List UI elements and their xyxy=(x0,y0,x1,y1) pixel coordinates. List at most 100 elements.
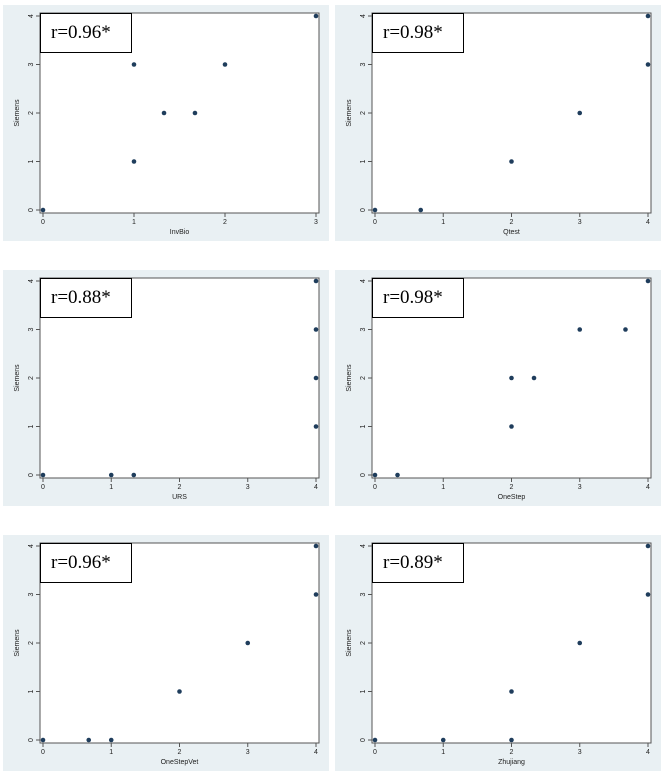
x-tick-label: 0 xyxy=(41,219,45,226)
y-axis-label: Siemens xyxy=(346,99,353,127)
data-point xyxy=(131,159,137,164)
x-tick-label: 1 xyxy=(441,484,445,491)
data-point xyxy=(440,737,446,743)
x-tick-label: 3 xyxy=(246,484,250,491)
x-axis-label: OneStepVet xyxy=(161,759,199,766)
data-point xyxy=(509,689,514,694)
x-tick-label: 0 xyxy=(373,484,377,491)
data-point xyxy=(192,110,198,116)
x-tick-label: 2 xyxy=(510,749,514,756)
x-tick-label: 2 xyxy=(178,749,182,756)
y-tick-label: 2 xyxy=(360,111,367,115)
x-tick-label: 0 xyxy=(41,749,45,756)
scatter-panel-3: 0 1 2 3 4 0 1 2 3 4 URS Siemens r=0.88* xyxy=(3,270,329,506)
x-tick-label: 2 xyxy=(510,219,514,226)
y-tick-label: 3 xyxy=(28,592,35,596)
y-tick-label: 2 xyxy=(28,376,35,380)
y-tick-label: 3 xyxy=(28,327,35,331)
correlation-annotation: r=0.88* xyxy=(40,278,132,318)
y-tick-label: 3 xyxy=(360,62,367,66)
y-tick-label: 1 xyxy=(360,159,367,163)
scatter-panel-4: 0 1 2 3 4 0 1 2 3 4 OneStep Siemens r=0.98* xyxy=(335,270,661,506)
data-point xyxy=(313,278,319,284)
data-point xyxy=(131,62,137,67)
x-axis-label: URS xyxy=(172,494,187,501)
data-point xyxy=(372,472,378,478)
x-tick-label: 4 xyxy=(314,749,318,756)
data-point xyxy=(313,592,319,597)
data-point xyxy=(177,689,182,694)
correlation-annotation: r=0.96* xyxy=(40,13,132,53)
y-axis-label: Siemens xyxy=(14,629,21,657)
data-point xyxy=(531,375,537,381)
x-tick-label: 4 xyxy=(646,219,650,226)
x-tick-label: 2 xyxy=(223,219,227,226)
y-tick-label: 2 xyxy=(360,376,367,380)
data-point xyxy=(645,543,651,549)
data-point xyxy=(40,737,46,743)
x-tick-label: 2 xyxy=(510,484,514,491)
data-point xyxy=(86,737,92,743)
y-tick-label: 1 xyxy=(28,689,35,693)
data-point xyxy=(645,62,651,67)
y-tick-label: 3 xyxy=(28,62,35,66)
y-tick-label: 1 xyxy=(360,689,367,693)
scatter-panel-2: 0 1 2 3 4 0 1 2 3 4 Qtest Siemens r=0.98* xyxy=(335,5,661,241)
data-point xyxy=(108,472,114,478)
data-point xyxy=(131,472,137,478)
y-tick-label: 4 xyxy=(360,14,367,18)
y-tick-label: 3 xyxy=(360,327,367,331)
y-tick-label: 4 xyxy=(360,279,367,283)
data-point xyxy=(313,13,319,19)
x-tick-label: 3 xyxy=(578,484,582,491)
y-tick-label: 0 xyxy=(28,738,35,742)
y-tick-label: 0 xyxy=(360,738,367,742)
data-point xyxy=(372,737,378,743)
y-tick-label: 2 xyxy=(28,641,35,645)
x-tick-label: 1 xyxy=(132,219,136,226)
data-point xyxy=(577,640,583,646)
y-tick-label: 0 xyxy=(360,208,367,212)
y-tick-label: 4 xyxy=(360,544,367,548)
data-point xyxy=(161,110,167,116)
data-point xyxy=(623,327,628,332)
y-tick-label: 3 xyxy=(360,592,367,596)
data-point xyxy=(222,62,228,67)
x-tick-label: 3 xyxy=(314,219,318,226)
data-point xyxy=(313,375,319,381)
data-point xyxy=(40,472,46,478)
x-tick-label: 3 xyxy=(578,749,582,756)
y-axis-label: Siemens xyxy=(346,364,353,392)
data-point xyxy=(509,159,514,164)
y-tick-label: 0 xyxy=(28,473,35,477)
x-tick-label: 4 xyxy=(314,484,318,491)
x-tick-label: 2 xyxy=(178,484,182,491)
x-tick-label: 4 xyxy=(646,484,650,491)
data-point xyxy=(645,592,651,597)
y-tick-label: 2 xyxy=(360,641,367,645)
y-axis-label: Siemens xyxy=(14,99,21,127)
x-tick-label: 0 xyxy=(41,484,45,491)
scatter-plot-svg: 0 1 2 3 4 0 1 2 3 4 OneStepVet Siemens xyxy=(14,542,320,766)
scatter-panel-1: 0 1 2 3 4 0 1 2 3 InvBio Siemens r=0.96* xyxy=(3,5,329,241)
y-tick-label: 4 xyxy=(28,279,35,283)
data-point xyxy=(245,640,251,646)
data-point xyxy=(577,110,583,116)
data-point xyxy=(108,737,114,743)
x-tick-label: 3 xyxy=(246,749,250,756)
data-point xyxy=(509,375,514,381)
x-tick-label: 1 xyxy=(441,749,445,756)
y-axis-label: Siemens xyxy=(14,364,21,392)
y-axis-label: Siemens xyxy=(346,629,353,657)
data-point xyxy=(40,207,46,213)
correlation-annotation: r=0.96* xyxy=(40,543,132,583)
y-tick-label: 1 xyxy=(28,159,35,163)
correlation-annotation: r=0.98* xyxy=(372,13,464,53)
data-point xyxy=(509,737,514,743)
data-point xyxy=(577,327,583,332)
scatter-panel-5: 0 1 2 3 4 0 1 2 3 4 OneStepVet Siemens r=0.96* xyxy=(3,535,329,771)
data-point xyxy=(313,327,319,332)
y-tick-label: 1 xyxy=(28,424,35,428)
y-tick-label: 0 xyxy=(360,473,367,477)
x-tick-label: 1 xyxy=(109,749,113,756)
